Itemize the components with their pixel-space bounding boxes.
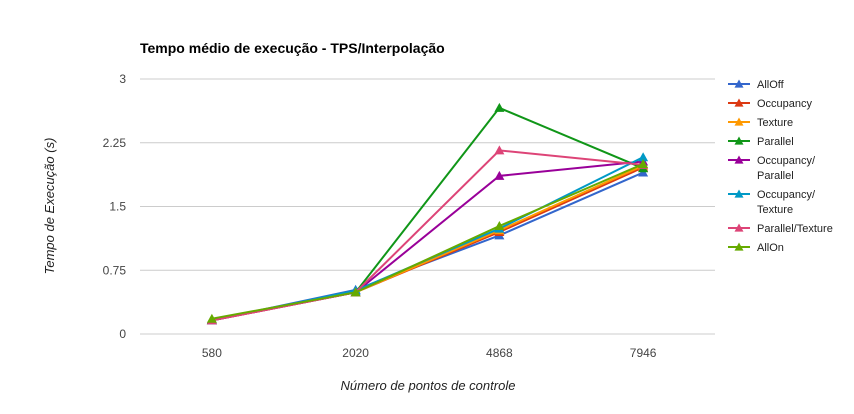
legend-label: AllOn [757,242,784,254]
legend-label: AllOff [757,79,785,91]
legend-label-line: Texture [757,204,793,216]
x-tick-label: 580 [202,346,222,360]
series-line [211,106,644,321]
legend-item: AllOn [728,242,784,254]
legend-label: Occupancy/Texture [757,189,816,216]
legend-item: Parallel [728,136,794,148]
data-point [494,221,505,231]
chart-title: Tempo médio de execução - TPS/Interpolaç… [140,40,445,56]
legend-label: Occupancy/Parallel [757,155,816,182]
y-axis-ticks: 0 0.75 1.5 2.25 3 [103,72,127,341]
y-tick-label: 0.75 [103,263,127,277]
legend-label: Parallel/Texture [757,223,833,235]
x-tick-label: 4868 [486,346,513,360]
legend: AllOffOccupancyTextureParallelOccupancy/… [728,79,833,254]
legend-swatch-marker [734,136,744,145]
x-tick-label: 7946 [630,346,657,360]
series-7 [206,159,649,323]
legend-item: Occupancy/Texture [728,189,816,216]
y-tick-label: 2.25 [103,136,127,150]
legend-item: AllOff [728,79,785,91]
legend-swatch-marker [734,98,744,107]
series-line [211,163,644,320]
legend-swatch-marker [734,242,744,251]
legend-item: Occupancy [728,98,813,110]
legend-item: Occupancy/Parallel [728,155,816,182]
data-point [350,287,361,297]
legend-item: Texture [728,117,793,129]
series-line [211,160,644,322]
series-line [211,156,644,322]
data-point [494,170,505,180]
y-tick-label: 0 [119,327,126,341]
x-tick-label: 2020 [342,346,369,360]
y-tick-label: 3 [119,72,126,86]
data-point [494,102,505,112]
legend-label-line: Occupancy/ [757,155,816,167]
series-lines [206,102,649,325]
series-5 [206,152,649,325]
series-4 [206,156,649,325]
legend-swatch-marker [734,189,744,198]
x-axis-ticks: 580 2020 4868 7946 [202,346,657,360]
grid [140,78,715,335]
x-axis-title: Número de pontos de controle [341,378,516,393]
legend-swatch-marker [734,223,744,232]
y-tick-label: 1.5 [109,200,126,214]
y-axis-title: Tempo de Execução (s) [42,138,57,275]
data-point [638,152,649,162]
series-2 [206,160,649,325]
legend-item: Parallel/Texture [728,223,833,235]
series-3 [206,102,649,324]
legend-label: Texture [757,117,793,129]
data-point [494,145,505,155]
legend-label: Parallel [757,136,794,148]
legend-swatch-marker [734,117,744,126]
legend-swatch-marker [734,155,744,164]
legend-label-line: Parallel [757,170,794,182]
legend-label: Occupancy [757,98,813,110]
legend-swatch-marker [734,79,744,88]
legend-label-line: Occupancy/ [757,189,816,201]
data-point [638,159,649,168]
data-point [206,313,217,323]
